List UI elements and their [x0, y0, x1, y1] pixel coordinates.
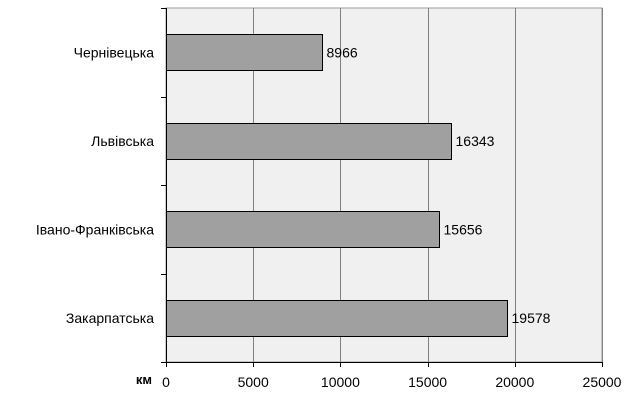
bar-4	[166, 300, 508, 337]
category-label-1: Чернівецька	[74, 44, 155, 60]
data-label-2: 16343	[456, 133, 495, 149]
x-tick-label-15000: 15000	[408, 374, 447, 390]
data-label-4: 19578	[512, 310, 551, 326]
category-label-2: Львівська	[91, 133, 154, 149]
category-label-3: Івано-Франківська	[36, 221, 154, 237]
x-tick-label-20000: 20000	[495, 374, 534, 390]
bar-2	[166, 123, 452, 160]
bar-1	[166, 34, 323, 71]
axes	[161, 8, 603, 367]
bar-3	[166, 211, 440, 248]
x-tick-label-25000: 25000	[583, 374, 622, 390]
labels: 8966 Чернівецька 16343 Львівська 15656 Івано-…	[36, 44, 622, 390]
x-tick-label-10000: 10000	[321, 374, 360, 390]
x-axis-unit-label: км	[136, 372, 152, 387]
category-label-4: Закарпатська	[66, 310, 154, 326]
x-tick-label-5000: 5000	[238, 374, 269, 390]
data-label-1: 8966	[327, 44, 358, 60]
x-tick-label-0: 0	[162, 374, 170, 390]
data-label-3: 15656	[444, 221, 483, 237]
